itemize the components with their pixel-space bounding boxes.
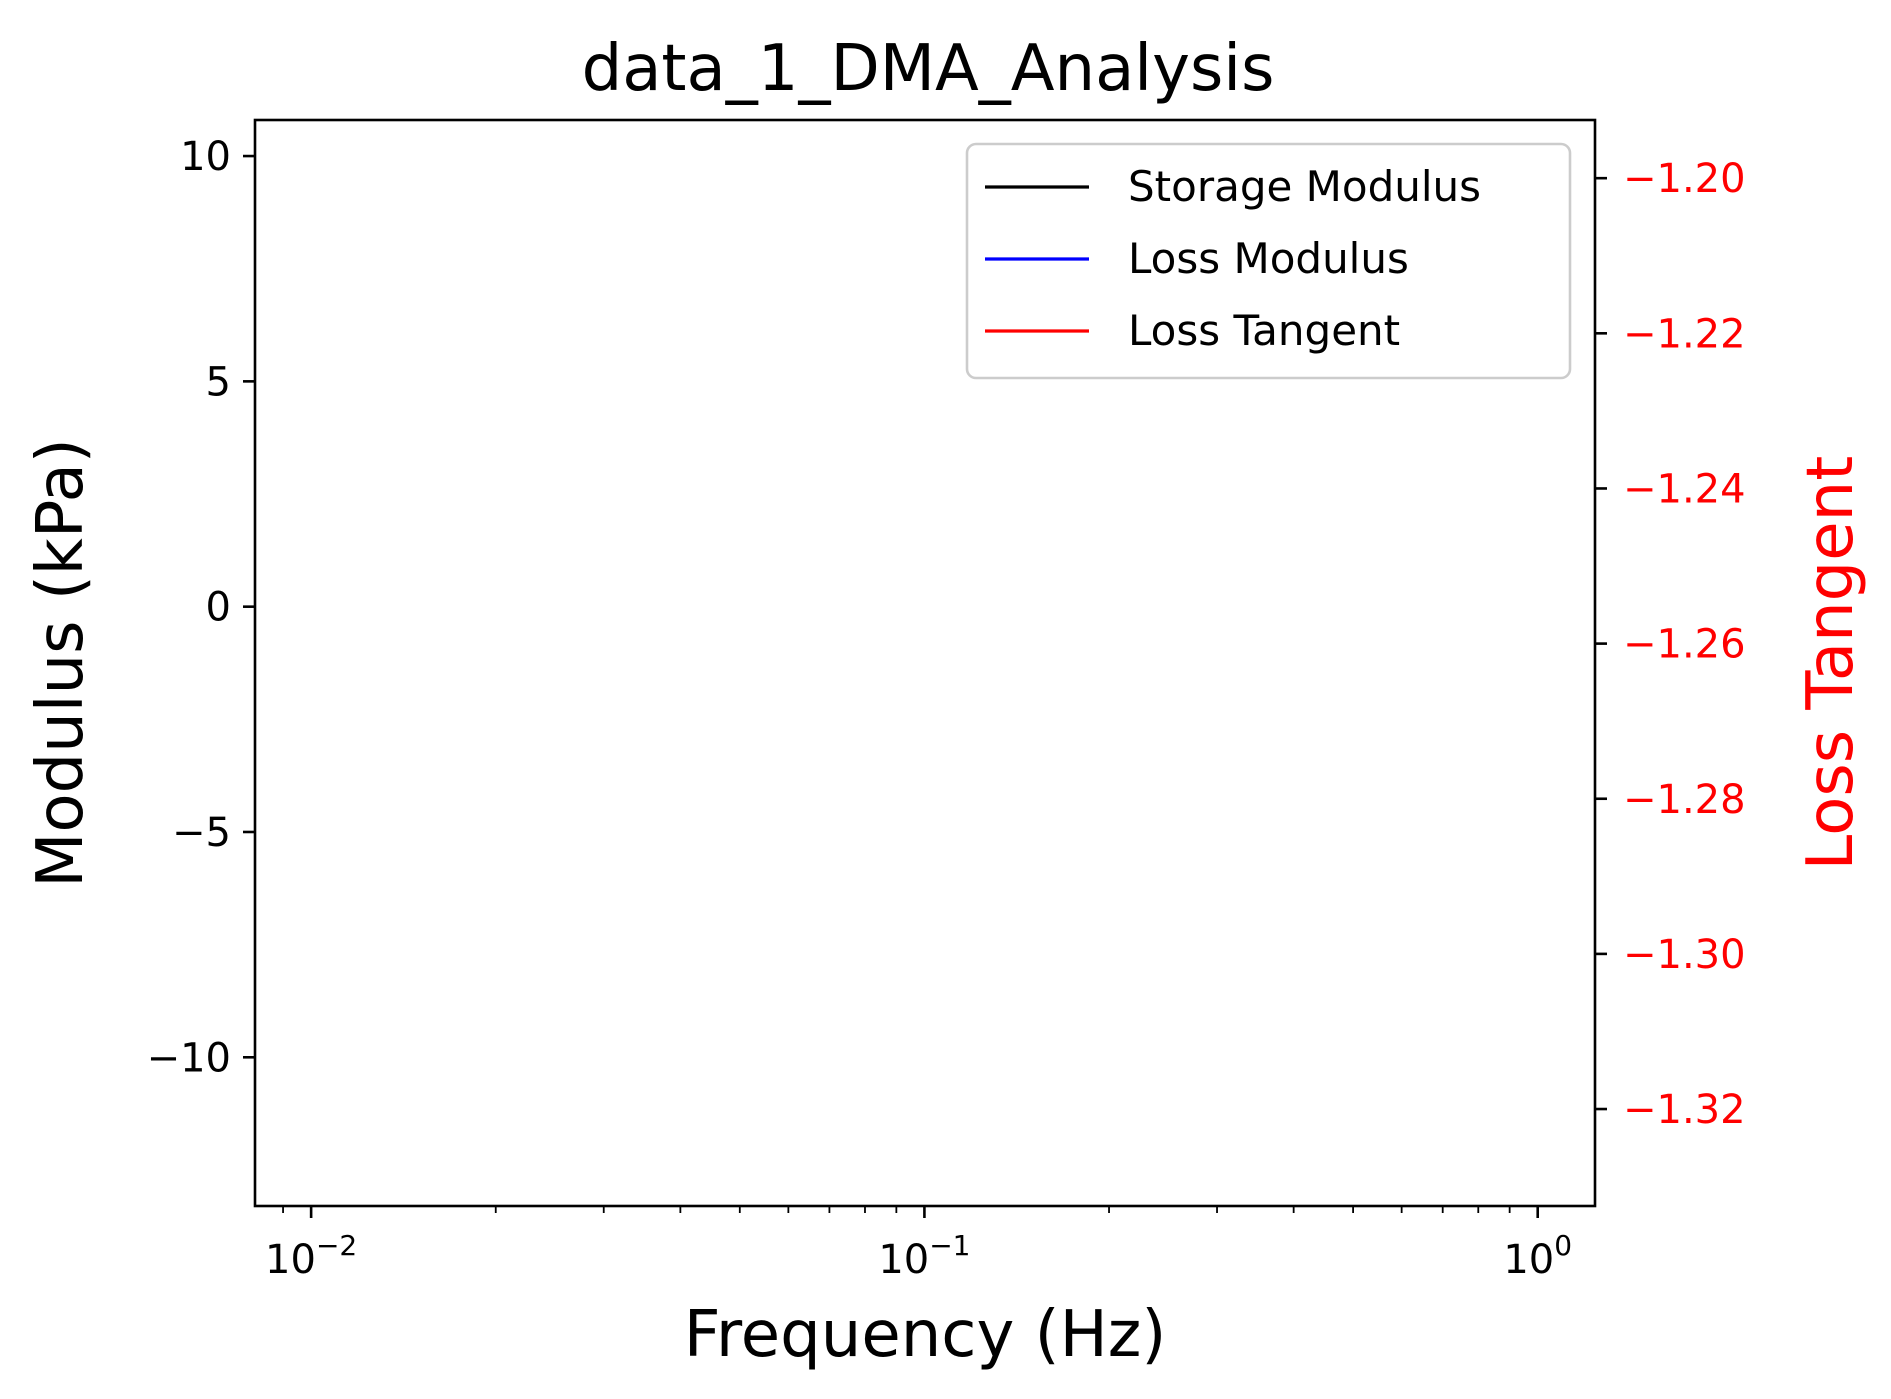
y2-tick-label: −1.22 [1623,311,1746,357]
y2-axis-label: Loss Tangent [1794,456,1868,871]
y2-axis-ticks: −1.20 −1.22 −1.24 −1.26 −1.28 −1.30 −1.32 [1595,156,1746,1133]
legend-label: Storage Modulus [1128,162,1481,211]
legend-box [965,142,1572,380]
plot-frame [253,118,1597,1208]
legend-label: Loss Modulus [1128,234,1409,283]
y2-tick-label: −1.26 [1623,622,1746,668]
y2-tick-label: −1.30 [1623,932,1746,978]
y-axis-ticks: 10 5 0 −5 −10 [147,134,255,1081]
x-tick-label-exponent: −1 [929,1229,970,1262]
x-axis-label: Frequency (Hz) [684,1298,1167,1372]
x-tick-label: 10−2 [265,1229,357,1283]
legend-label: Loss Tangent [1128,306,1400,355]
y-tick-label: 10 [180,134,231,180]
legend-items: Storage Modulus Loss Modulus Loss Tangent [985,162,1481,355]
y-tick-label: −5 [172,810,231,856]
legend: Storage Modulus Loss Modulus Loss Tangent [965,142,1572,380]
y-tick-label: 0 [206,585,231,631]
x-tick-label: 100 [1503,1229,1572,1283]
y-tick-label: −10 [147,1035,231,1081]
y2-tick-label: −1.20 [1623,156,1746,202]
x-tick-label-base: 10 [265,1237,316,1283]
y-axis-label: Modulus (kPa) [24,438,98,888]
x-tick-label-exponent: −2 [316,1229,357,1262]
y2-tick-label: −1.28 [1623,777,1746,823]
chart-title: data_1_DMA_Analysis [582,32,1275,106]
x-tick-label-exponent: 0 [1554,1229,1572,1262]
x-tick-label-base: 10 [878,1237,929,1283]
x-tick-label-base: 10 [1503,1237,1554,1283]
y-tick-label: 5 [206,359,231,405]
y2-tick-label: −1.24 [1623,466,1746,512]
y2-tick-label: −1.32 [1623,1087,1746,1133]
x-tick-label: 10−1 [878,1229,970,1283]
